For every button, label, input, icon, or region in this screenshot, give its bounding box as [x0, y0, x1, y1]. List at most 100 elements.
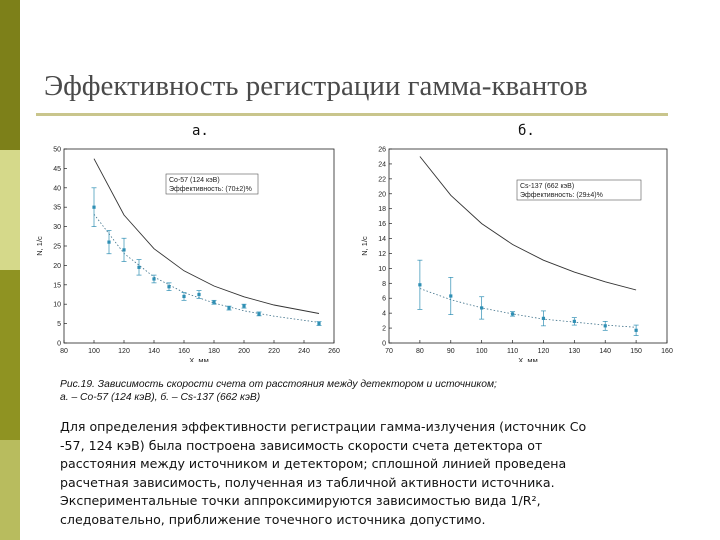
- chart-b: 70 80 90 100 110 120 130 140 150 1600246810121416…: [360, 147, 673, 363]
- y-tick-label: 0: [57, 341, 61, 348]
- y-tick-label: 45: [53, 166, 61, 173]
- stripe-segment-2: [0, 150, 20, 270]
- body-line-6: следовательно, приближение точечного ист…: [60, 511, 486, 527]
- plot-frame: [388, 148, 668, 344]
- x-axis-label: X, мм: [189, 356, 208, 362]
- data-point: [227, 306, 231, 310]
- body-line-2: -57, 124 кэВ) была построена зависимость…: [60, 437, 543, 453]
- panel-b-label: б.: [518, 123, 535, 139]
- y-tick-label: 4: [382, 311, 386, 318]
- data-point: [212, 300, 216, 304]
- y-tick-label: 24: [378, 161, 386, 168]
- y-tick-label: 25: [53, 244, 61, 251]
- x-tick-label: 260: [328, 348, 340, 355]
- body-line-4: расчетная зависимость, полученная из таб…: [60, 474, 555, 490]
- x-tick-label: 120: [118, 348, 130, 355]
- data-point: [122, 248, 126, 252]
- x-tick-label: 100: [88, 348, 100, 355]
- y-tick-label: 8: [382, 281, 386, 288]
- body-paragraph: Для определения эффективности регистраци…: [60, 418, 700, 529]
- fit-curve-dotted: [93, 213, 320, 323]
- figure-caption: Рис.19. Зависимость скорости счета от ра…: [60, 378, 700, 404]
- legend-entry-efficiency: Эффективность: (29±4)%: [520, 192, 603, 199]
- legend-box: [516, 179, 642, 201]
- chart-legend: Co-57 (124 кэВ) Эффективность: (70±2)%: [165, 173, 259, 195]
- x-tick-label: 80: [416, 348, 424, 355]
- data-point: [634, 328, 638, 332]
- x-tick-label: 90: [447, 348, 455, 355]
- stripe-segment-1: [0, 0, 20, 150]
- stripe-segment-3: [0, 270, 20, 440]
- y-tick-label: 20: [378, 191, 386, 198]
- x-axis-label: X, мм: [518, 356, 537, 362]
- legend-box: [165, 173, 259, 195]
- x-tick-label: 160: [178, 348, 190, 355]
- x-tick-label: 150: [630, 348, 642, 355]
- y-tick-label: 50: [53, 147, 61, 154]
- data-point: [449, 294, 453, 298]
- y-tick-label: 18: [378, 206, 386, 213]
- y-axis-label: N, 1/c: [360, 236, 369, 256]
- y-tick-label: 30: [53, 224, 61, 231]
- caption-line-1: Рис.19. Зависимость скорости счета от ра…: [60, 379, 497, 390]
- y-tick-label: 5: [57, 321, 61, 328]
- data-point: [603, 324, 607, 328]
- slide-title: Эффективность регистрации гамма-квантов: [44, 70, 588, 102]
- data-point: [242, 304, 246, 308]
- y-tick-label: 2: [382, 326, 386, 333]
- y-tick-label: 26: [378, 147, 386, 154]
- x-tick-label: 120: [538, 348, 550, 355]
- x-tick-label: 200: [238, 348, 250, 355]
- x-tick-label: 140: [599, 348, 611, 355]
- caption-line-2: а. – Co-57 (124 кэВ), б. – Cs-137 (662 к…: [60, 392, 261, 403]
- data-point: [418, 283, 422, 287]
- y-tick-label: 6: [382, 296, 386, 303]
- data-point: [137, 265, 141, 269]
- y-tick-label: 12: [378, 251, 386, 258]
- data-point: [107, 240, 111, 244]
- theoretical-curve-solid: [93, 158, 320, 314]
- body-line-3: расстояния между источником и детектором…: [60, 456, 567, 471]
- legend-entry-efficiency: Эффективность: (70±2)%: [169, 186, 252, 193]
- x-tick-label: 110: [507, 348, 518, 355]
- data-point: [480, 306, 484, 310]
- stripe-segment-4: [0, 440, 20, 540]
- data-point: [197, 292, 201, 297]
- x-tick-label: 220: [268, 348, 280, 355]
- panel-a-label: а.: [192, 123, 209, 139]
- y-tick-label: 14: [378, 236, 386, 243]
- y-axis-label: N, 1/c: [35, 236, 44, 256]
- theoretical-curve-solid: [419, 156, 637, 291]
- y-tick-label: 10: [378, 266, 386, 273]
- x-tick-label: 180: [208, 348, 220, 355]
- y-tick-label: 22: [378, 176, 386, 183]
- y-tick-label: 16: [378, 221, 386, 228]
- data-point: [167, 285, 171, 289]
- body-line-5: Экспериментальные точки аппроксимируются…: [60, 493, 541, 508]
- x-tick-label: 140: [148, 348, 160, 355]
- data-point: [572, 319, 576, 323]
- x-tick-label: 80: [60, 348, 68, 355]
- data-point: [317, 322, 321, 326]
- y-tick-label: 0: [382, 341, 386, 348]
- data-point: [182, 294, 186, 299]
- chart-a: 80 100 120 140 160 180 200 220 240 260 0 5 10 15 20 25 3…: [35, 147, 340, 363]
- y-tick-label: 35: [53, 205, 61, 212]
- data-point: [257, 312, 261, 316]
- data-point: [541, 316, 546, 320]
- body-line-1: Для определения эффективности регистраци…: [60, 419, 587, 434]
- data-point: [92, 205, 96, 209]
- data-point: [152, 277, 156, 281]
- x-tick-label: 100: [476, 348, 488, 355]
- y-tick-label: 20: [53, 263, 61, 270]
- y-tick-label: 15: [53, 282, 61, 289]
- chart-legend: Cs-137 (662 кэВ) Эффективность: (29±4)%: [516, 179, 642, 201]
- x-tick-label: 240: [298, 348, 310, 355]
- data-point: [510, 312, 515, 316]
- y-tick-label: 10: [53, 302, 61, 309]
- x-tick-label: 70: [385, 348, 393, 355]
- x-tick-label: 160: [661, 348, 673, 355]
- y-tick-label: 40: [53, 185, 61, 192]
- legend-entry-source: Co-57 (124 кэВ): [169, 177, 220, 184]
- legend-entry-source: Cs-137 (662 кэВ): [520, 183, 574, 190]
